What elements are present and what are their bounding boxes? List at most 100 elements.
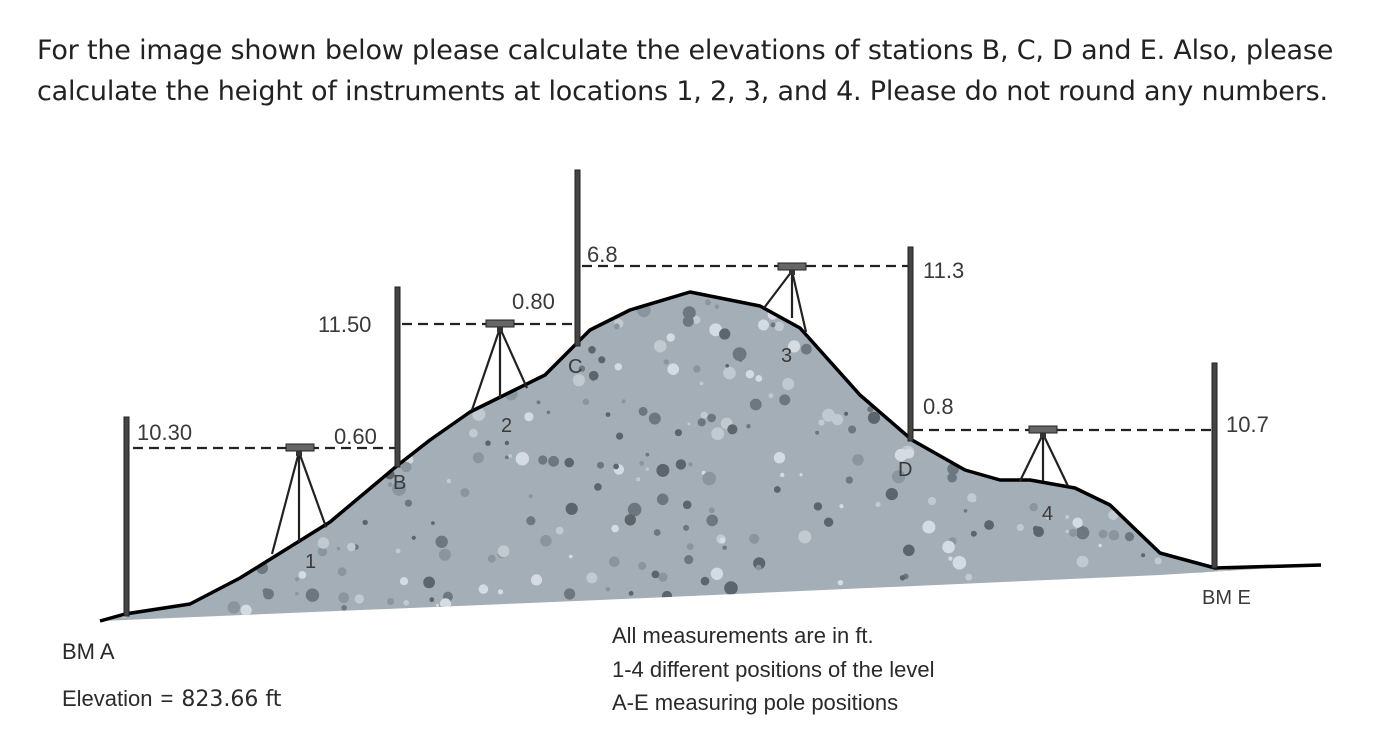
pebble bbox=[370, 411, 382, 423]
pebble bbox=[866, 327, 880, 341]
pebble bbox=[706, 514, 718, 527]
pebble bbox=[1286, 419, 1299, 432]
pebble bbox=[638, 561, 647, 570]
pebble bbox=[302, 483, 307, 488]
pebble bbox=[1012, 325, 1018, 331]
pebble bbox=[708, 507, 715, 514]
pebble bbox=[867, 411, 881, 424]
reading-d-foresight: 11.3 bbox=[923, 258, 964, 283]
pebble bbox=[281, 379, 292, 390]
pebble bbox=[401, 461, 412, 473]
pebble bbox=[1243, 380, 1256, 394]
pebble bbox=[155, 460, 166, 470]
pebble bbox=[837, 580, 844, 586]
pebble bbox=[116, 444, 125, 453]
pebble bbox=[984, 520, 994, 530]
pebble bbox=[277, 356, 286, 364]
pebble bbox=[654, 340, 667, 353]
pebble bbox=[1033, 381, 1044, 391]
elevation-value: 823.66 ft bbox=[181, 687, 281, 712]
rod-b bbox=[394, 286, 401, 468]
pebble bbox=[709, 323, 723, 337]
pebble bbox=[528, 494, 533, 499]
pebble bbox=[1025, 292, 1033, 298]
pebble bbox=[638, 406, 648, 416]
pebble bbox=[823, 327, 834, 339]
pebble bbox=[213, 377, 226, 390]
pebble bbox=[666, 333, 675, 342]
pebble bbox=[1057, 292, 1067, 298]
pebble bbox=[431, 521, 435, 525]
pebble bbox=[656, 493, 669, 506]
pebble bbox=[209, 578, 214, 583]
pebble bbox=[1254, 439, 1266, 452]
rod-c bbox=[574, 169, 581, 347]
pebble bbox=[202, 357, 207, 362]
pebble bbox=[227, 601, 241, 614]
pebble bbox=[1014, 395, 1025, 406]
pebble bbox=[770, 322, 776, 328]
pebble bbox=[1285, 438, 1290, 442]
instrument-3 bbox=[763, 262, 808, 333]
pebble bbox=[710, 567, 724, 580]
pebble bbox=[403, 434, 408, 439]
pebble bbox=[1065, 529, 1069, 534]
pebble bbox=[691, 286, 696, 291]
pebble bbox=[185, 349, 191, 355]
pebble bbox=[540, 535, 552, 547]
pebble bbox=[1175, 437, 1183, 445]
pebble bbox=[1272, 569, 1276, 573]
pebble bbox=[331, 396, 346, 410]
pebble bbox=[1117, 480, 1126, 489]
pebble bbox=[392, 481, 407, 496]
pebble bbox=[515, 452, 530, 466]
pebble bbox=[404, 499, 412, 507]
pebble bbox=[1247, 282, 1253, 288]
pebble bbox=[611, 524, 619, 533]
pebble bbox=[746, 424, 751, 429]
pebble bbox=[883, 597, 888, 602]
pebble bbox=[336, 502, 342, 509]
pebble bbox=[952, 556, 967, 570]
pebble bbox=[614, 363, 622, 371]
pebble bbox=[128, 393, 140, 405]
pebble bbox=[578, 365, 586, 372]
pebble bbox=[719, 537, 726, 544]
pebble bbox=[1000, 337, 1012, 349]
pebble bbox=[588, 370, 599, 381]
pebble bbox=[252, 392, 257, 397]
pebble bbox=[903, 544, 915, 557]
pebble bbox=[212, 518, 225, 530]
pebble bbox=[564, 457, 574, 468]
pebble bbox=[318, 295, 323, 300]
pebble bbox=[438, 548, 451, 561]
reading-d-backsight: 0.8 bbox=[923, 394, 954, 419]
pebble bbox=[1171, 599, 1179, 607]
pebble bbox=[989, 443, 1003, 457]
pebble bbox=[686, 543, 694, 550]
rod-d bbox=[907, 246, 914, 442]
pebble bbox=[719, 328, 731, 340]
pebble bbox=[1045, 514, 1051, 520]
pebble bbox=[1268, 332, 1278, 342]
pebble bbox=[1098, 529, 1108, 539]
pebble bbox=[1199, 535, 1205, 540]
pebble bbox=[1243, 390, 1254, 401]
pebble bbox=[472, 452, 484, 464]
pebble bbox=[651, 570, 660, 579]
pebble bbox=[1126, 576, 1138, 589]
pebble bbox=[839, 504, 844, 509]
pebble bbox=[1288, 528, 1302, 542]
pebble bbox=[478, 584, 489, 594]
pebble bbox=[219, 398, 225, 404]
pebble bbox=[773, 452, 786, 464]
pebble bbox=[983, 315, 996, 328]
pebble bbox=[892, 470, 906, 484]
pebble bbox=[1155, 442, 1166, 452]
pebble bbox=[185, 524, 191, 530]
pebble bbox=[330, 336, 342, 348]
pebble bbox=[866, 357, 879, 369]
pebble bbox=[1283, 285, 1287, 289]
pebble bbox=[1068, 474, 1081, 487]
pebble bbox=[293, 338, 300, 345]
